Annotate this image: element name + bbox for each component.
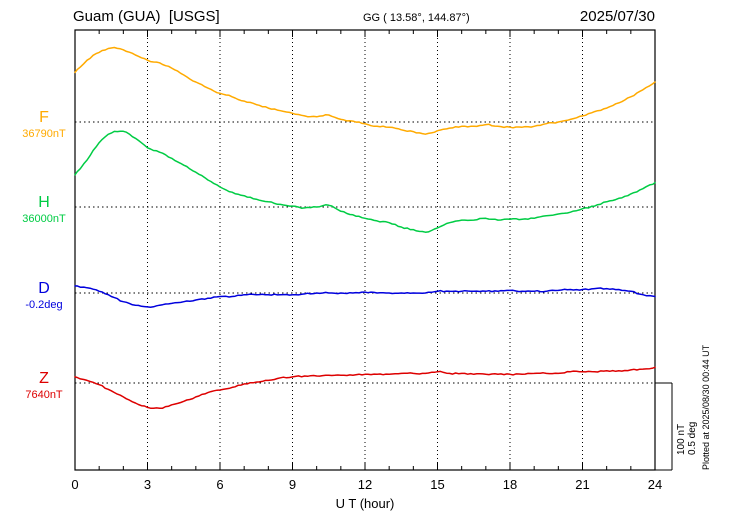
plotted-at-note: Plotted at 2025/08/30 00:44 UT [701,344,711,470]
trace-name-F: F [39,109,49,126]
trace-label-H: H 36000nT [12,193,76,226]
x-tick-15: 15 [430,477,445,492]
trace-baseline-F: 36790nT [22,128,66,140]
x-tick-18: 18 [502,477,518,492]
scale-bar-nt-label: 100 nT [676,423,687,455]
trace-label-Z: Z 7640nT [12,369,76,402]
trace-baseline-D: -0.2deg [25,299,63,311]
trace-name-H: H [38,194,50,211]
x-tick-24: 24 [647,477,663,492]
trace-label-F: F 36790nT [12,108,76,141]
trace-D [74,285,656,308]
x-tick-6: 6 [216,477,224,492]
plot-date: 2025/07/30 [579,8,655,25]
trace-name-Z: Z [39,370,49,387]
trace-H [74,130,656,233]
page-title: Guam (GUA) [USGS] [73,8,220,25]
trace-name-D: D [38,280,50,297]
x-axis-title: U T (hour) [335,496,395,511]
scale-bar-deg-label: 0.5 deg [687,421,698,455]
scale-bar-labels: 100 nT 0.5 deg [676,422,698,455]
station-coordinates: GG ( 13.58°, 144.87°) [363,12,470,24]
x-tick-0: 0 [71,477,79,492]
trace-baseline-H: 36000nT [22,213,66,225]
trace-label-D: D -0.2deg [12,279,76,312]
x-tick-12: 12 [357,477,373,492]
trace-baseline-Z: 7640nT [25,389,63,401]
x-tick-21: 21 [575,477,590,492]
trace-Z [74,366,656,410]
x-tick-9: 9 [288,477,297,492]
trace-F [74,46,656,135]
x-tick-3: 3 [143,477,152,492]
